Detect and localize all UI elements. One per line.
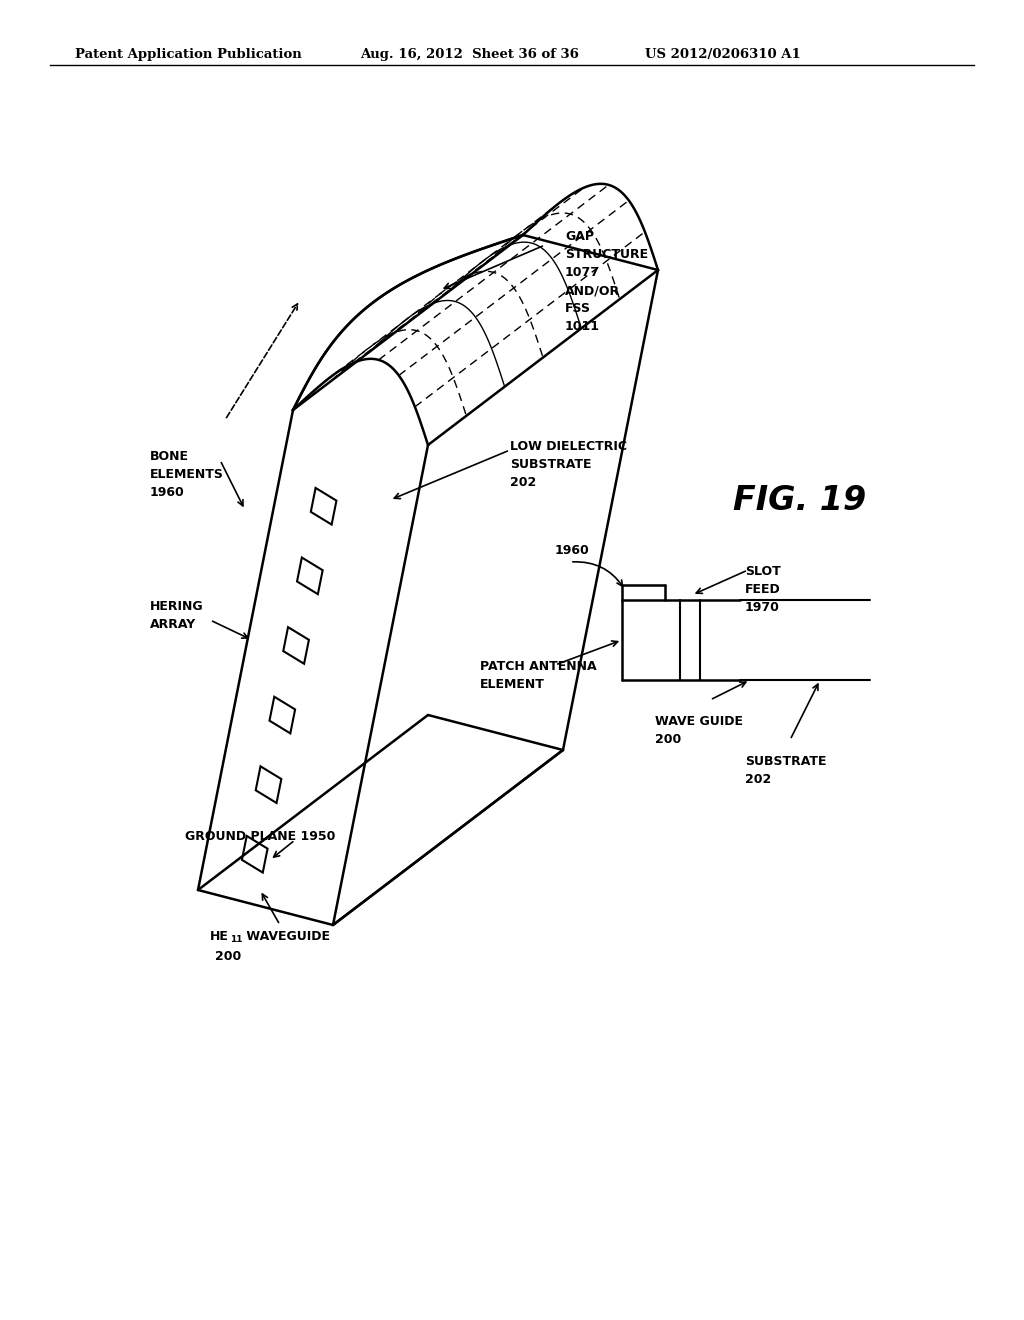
Text: PATCH ANTENNA
ELEMENT: PATCH ANTENNA ELEMENT	[480, 660, 597, 690]
Text: WAVEGUIDE: WAVEGUIDE	[242, 931, 330, 942]
Text: HERING
ARRAY: HERING ARRAY	[150, 601, 204, 631]
Text: LOW DIELECTRIC
SUBSTRATE
202: LOW DIELECTRIC SUBSTRATE 202	[510, 440, 627, 488]
Text: WAVE GUIDE
200: WAVE GUIDE 200	[655, 715, 743, 746]
Text: 200: 200	[215, 950, 242, 964]
Text: US 2012/0206310 A1: US 2012/0206310 A1	[645, 48, 801, 61]
Text: SLOT
FEED
1970: SLOT FEED 1970	[745, 565, 780, 614]
Text: 11: 11	[230, 935, 243, 944]
Text: SUBSTRATE
202: SUBSTRATE 202	[745, 755, 826, 785]
Text: Aug. 16, 2012  Sheet 36 of 36: Aug. 16, 2012 Sheet 36 of 36	[360, 48, 579, 61]
Text: 1960: 1960	[555, 544, 590, 557]
Text: FIG. 19: FIG. 19	[733, 483, 866, 516]
Text: HE: HE	[210, 931, 229, 942]
Text: Patent Application Publication: Patent Application Publication	[75, 48, 302, 61]
Text: BONE
ELEMENTS
1960: BONE ELEMENTS 1960	[150, 450, 224, 499]
Text: GROUND PLANE 1950: GROUND PLANE 1950	[185, 830, 336, 843]
Text: GAP
STRUCTURE
1077
AND/OR
FSS
1011: GAP STRUCTURE 1077 AND/OR FSS 1011	[565, 230, 648, 333]
